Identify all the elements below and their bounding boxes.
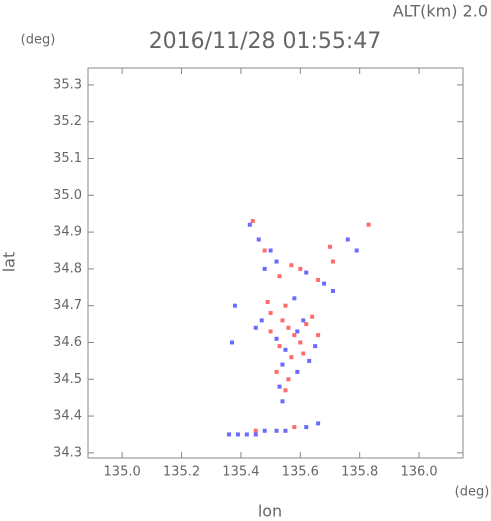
data-point xyxy=(230,340,235,345)
data-point xyxy=(235,432,240,437)
y-tick-label: 34.7 xyxy=(53,298,82,313)
data-point xyxy=(280,399,285,404)
data-point xyxy=(310,314,315,319)
data-point xyxy=(304,270,309,275)
data-point xyxy=(232,303,237,308)
data-point xyxy=(247,222,252,227)
data-point xyxy=(313,344,318,349)
data-point xyxy=(304,425,309,430)
data-point xyxy=(262,428,267,433)
data-point xyxy=(268,248,273,253)
y-tick-label: 34.4 xyxy=(53,409,82,424)
data-point xyxy=(280,362,285,367)
y-axis-label: lat xyxy=(0,252,19,273)
data-point xyxy=(307,358,312,363)
plot-frame xyxy=(87,67,464,459)
y-tick-label: 34.8 xyxy=(53,261,82,276)
y-tick-label: 34.5 xyxy=(53,372,82,387)
x-tick-label: 135.0 xyxy=(104,465,141,480)
data-point xyxy=(280,318,285,323)
data-point xyxy=(295,369,300,374)
data-point xyxy=(292,333,297,338)
data-point xyxy=(253,432,258,437)
data-point xyxy=(274,428,279,433)
data-point xyxy=(227,432,232,437)
data-point xyxy=(277,344,282,349)
data-point xyxy=(366,222,371,227)
data-point xyxy=(330,259,335,264)
data-point xyxy=(265,300,270,304)
data-point xyxy=(289,355,294,360)
data-point xyxy=(289,263,294,268)
data-point xyxy=(283,347,288,352)
data-point xyxy=(286,377,291,382)
data-point xyxy=(327,244,332,249)
y-tick-label: 34.6 xyxy=(53,335,82,350)
data-point xyxy=(262,266,267,271)
x-tick-label: 135.4 xyxy=(222,465,259,480)
data-point xyxy=(298,340,303,345)
data-point xyxy=(253,428,258,433)
data-point xyxy=(354,248,359,253)
data-point xyxy=(283,303,288,308)
data-point xyxy=(256,237,261,242)
altitude-label: ALT(km) 2.0 xyxy=(393,2,488,21)
data-point xyxy=(301,318,306,323)
data-point xyxy=(304,322,309,327)
data-point xyxy=(244,432,249,437)
data-point xyxy=(322,281,327,286)
x-tick-label: 135.2 xyxy=(163,465,200,480)
y-tick-label: 35.0 xyxy=(53,188,82,203)
data-point xyxy=(283,388,288,393)
data-point xyxy=(292,425,297,430)
x-axis-label: lon xyxy=(258,502,282,521)
data-point xyxy=(274,259,279,264)
data-point xyxy=(316,277,321,282)
data-point xyxy=(292,296,297,301)
y-tick-label: 35.1 xyxy=(53,151,82,166)
y-tick-label: 34.3 xyxy=(53,445,82,460)
data-point xyxy=(259,318,264,323)
data-point xyxy=(316,333,321,338)
y-tick-label: 35.3 xyxy=(53,77,82,92)
data-point xyxy=(253,325,258,330)
data-point xyxy=(345,237,350,242)
chart-title: 2016/11/28 01:55:47 xyxy=(149,29,382,54)
data-point xyxy=(301,351,306,356)
data-point xyxy=(274,336,279,341)
data-point xyxy=(298,266,303,271)
x-tick-label: 135.6 xyxy=(282,465,319,480)
x-tick-label: 135.8 xyxy=(341,465,378,480)
data-point xyxy=(286,325,291,330)
data-point xyxy=(316,421,321,426)
data-point xyxy=(268,311,273,316)
y-unit: (deg) xyxy=(21,33,56,48)
y-tick-label: 35.2 xyxy=(53,114,82,129)
data-point xyxy=(295,329,300,334)
data-point xyxy=(274,369,279,374)
data-point xyxy=(250,219,255,224)
data-point xyxy=(277,274,282,279)
data-point xyxy=(283,428,288,433)
data-point xyxy=(268,329,273,334)
x-tick-label: 136.0 xyxy=(400,465,437,480)
data-point xyxy=(277,384,282,389)
data-point xyxy=(330,288,335,293)
data-point xyxy=(262,248,267,253)
y-tick-label: 34.9 xyxy=(53,225,82,240)
x-unit: (deg) xyxy=(455,485,490,500)
